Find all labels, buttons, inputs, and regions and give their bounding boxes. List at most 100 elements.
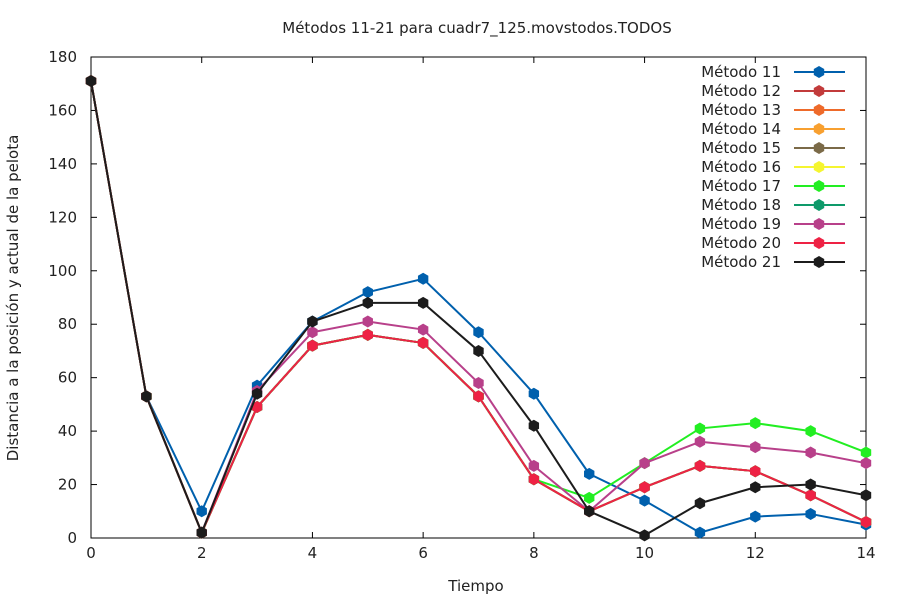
data-point	[473, 344, 484, 357]
y-tick-label: 100	[48, 262, 77, 280]
data-point	[639, 457, 650, 470]
data-point	[196, 505, 207, 518]
y-tick-label: 160	[48, 101, 77, 119]
data-point	[85, 75, 97, 88]
data-point	[251, 387, 263, 400]
data-point	[473, 326, 484, 339]
y-tick-label: 80	[58, 315, 77, 333]
data-point	[307, 326, 318, 339]
legend-label: Método 19	[701, 215, 781, 233]
data-point	[584, 505, 595, 518]
legend-label: Método 21	[701, 253, 781, 271]
data-point	[750, 417, 761, 430]
data-point	[750, 510, 761, 523]
legend-label: Método 12	[701, 82, 781, 100]
data-point	[417, 272, 429, 285]
data-point	[251, 401, 263, 414]
y-axis-label: Distancia a la posición y actual de la p…	[4, 135, 22, 462]
plot-series	[85, 75, 872, 542]
data-point	[694, 422, 706, 435]
data-point	[528, 459, 540, 472]
data-point	[362, 315, 373, 328]
legend-marker	[813, 256, 825, 268]
data-point	[860, 489, 872, 502]
y-tick-label: 180	[48, 48, 77, 66]
x-tick-label: 14	[856, 544, 875, 562]
chart-title: Métodos 11-21 para cuadr7_125.movstodos.…	[282, 19, 671, 38]
x-tick-label: 0	[86, 544, 96, 562]
x-tick-label: 10	[635, 544, 654, 562]
data-point	[584, 467, 595, 480]
legend-label: Método 17	[701, 177, 781, 195]
data-point	[639, 494, 650, 507]
data-point	[473, 377, 484, 390]
legend-marker	[813, 66, 825, 78]
data-point	[362, 296, 373, 309]
data-point	[528, 387, 540, 400]
data-point	[196, 526, 207, 539]
legend-marker	[813, 85, 825, 97]
legend-marker	[813, 161, 825, 173]
series-21	[85, 75, 872, 542]
data-point	[417, 336, 429, 349]
data-point	[307, 315, 318, 328]
legend-marker	[813, 180, 825, 192]
data-point	[639, 529, 650, 542]
data-point	[860, 446, 872, 459]
x-axis-label: Tiempo	[447, 577, 503, 595]
x-tick-label: 8	[529, 544, 539, 562]
data-point	[805, 478, 816, 491]
legend-label: Método 13	[701, 101, 781, 119]
legend-label: Método 20	[701, 234, 781, 252]
legend-label: Método 11	[701, 63, 781, 81]
data-point	[805, 489, 816, 502]
legend-marker	[813, 199, 825, 211]
data-point	[694, 526, 706, 539]
data-point	[750, 465, 761, 478]
x-tick-label: 6	[418, 544, 428, 562]
data-point	[750, 441, 761, 454]
y-tick-label: 0	[67, 529, 77, 547]
x-tick-label: 4	[308, 544, 318, 562]
data-point	[362, 286, 373, 299]
data-point	[528, 473, 540, 486]
data-point	[750, 481, 761, 494]
data-point	[417, 323, 429, 336]
y-tick-label: 140	[48, 155, 77, 173]
legend-marker	[813, 104, 825, 116]
legend-label: Método 16	[701, 158, 781, 176]
data-point	[307, 339, 318, 352]
y-tick-label: 120	[48, 208, 77, 226]
data-point	[694, 497, 706, 510]
data-point	[528, 419, 540, 432]
y-tick-label: 40	[58, 422, 77, 440]
legend-label: Método 15	[701, 139, 781, 157]
legend-marker	[813, 237, 825, 249]
data-point	[639, 481, 650, 494]
data-point	[141, 390, 152, 403]
data-point	[805, 446, 816, 459]
plot-frame	[90, 56, 867, 539]
legend-marker	[813, 142, 825, 154]
data-point	[805, 425, 816, 438]
data-point	[694, 459, 706, 472]
data-point	[417, 296, 429, 309]
data-point	[694, 435, 706, 448]
data-point	[805, 507, 816, 520]
data-point	[362, 328, 373, 341]
data-point	[860, 457, 872, 470]
legend-label: Método 18	[701, 196, 781, 214]
data-point	[584, 491, 595, 504]
legend-label: Método 14	[701, 120, 781, 138]
legend-marker	[813, 218, 825, 230]
x-tick-label: 2	[197, 544, 207, 562]
y-tick-label: 60	[58, 369, 77, 387]
y-tick-label: 20	[58, 476, 77, 494]
data-point	[473, 390, 484, 403]
x-tick-label: 12	[746, 544, 765, 562]
legend-marker	[813, 123, 825, 135]
data-point	[860, 515, 872, 528]
